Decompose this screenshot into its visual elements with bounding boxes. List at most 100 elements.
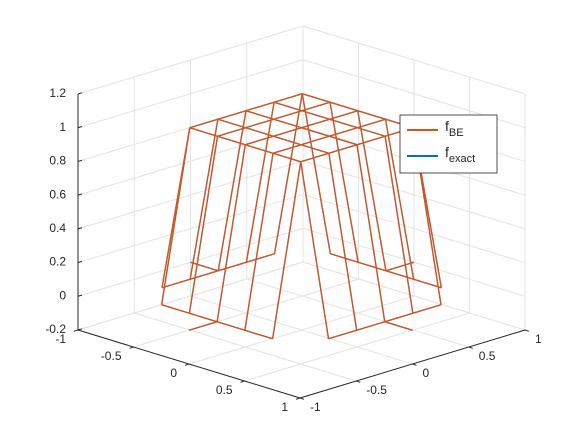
mesh-edge — [384, 312, 414, 323]
mesh-edge — [273, 110, 303, 120]
mesh-edge — [329, 118, 358, 129]
z-tick — [77, 227, 83, 230]
mesh-edge — [217, 118, 246, 129]
mesh-edge — [217, 135, 246, 146]
x-tick-label: 0 — [170, 366, 177, 380]
mesh-edge — [357, 118, 386, 129]
z-tick — [77, 294, 83, 297]
mesh-edge — [273, 135, 302, 146]
mesh-edge — [245, 101, 275, 112]
mesh-edge — [216, 321, 246, 331]
mesh-edge — [246, 253, 275, 263]
grid-line — [302, 160, 526, 230]
mesh-edge — [384, 321, 413, 331]
mesh-edge — [329, 110, 358, 120]
mesh-edge — [188, 136, 219, 314]
grid-line — [77, 59, 304, 129]
mesh-edge — [217, 110, 247, 120]
mesh-edge — [244, 329, 273, 340]
mesh-edge — [300, 135, 330, 146]
grid-line — [302, 261, 526, 331]
mesh-edge — [328, 144, 358, 154]
mesh-edge — [189, 119, 219, 280]
legend: fBE fexact — [399, 114, 498, 174]
mesh-edge — [273, 93, 303, 103]
mesh-edge — [412, 304, 442, 314]
mesh-edge — [273, 101, 303, 112]
mesh-edge — [216, 144, 246, 322]
grid-line — [77, 194, 304, 264]
z-tick-label: 1.2 — [49, 86, 66, 100]
x-tick — [73, 329, 79, 332]
grid-line — [77, 25, 304, 95]
z-tick-label: -0.2 — [45, 322, 66, 336]
mesh-edge — [357, 110, 387, 271]
mesh-edge — [328, 153, 358, 331]
z-tick — [77, 193, 83, 196]
mesh-edge — [245, 118, 274, 129]
x-tick — [184, 363, 190, 366]
mesh-edge — [271, 161, 302, 339]
mesh-edge — [161, 304, 190, 314]
grid-line — [190, 295, 413, 365]
mesh-edge — [357, 110, 386, 120]
mesh-edge — [245, 144, 274, 154]
mesh-edge — [244, 153, 274, 331]
legend-box — [399, 114, 498, 174]
mesh-edge — [300, 161, 330, 339]
grid-line — [302, 194, 526, 264]
mesh-edge — [273, 127, 302, 137]
mesh-edge — [161, 278, 191, 289]
mesh-edge — [300, 144, 330, 154]
mesh-edge — [301, 110, 330, 120]
mesh-edge — [357, 261, 387, 272]
z-tick-label: 0.4 — [49, 221, 66, 235]
z-tick-label: 0.6 — [49, 187, 66, 201]
x-tick — [240, 380, 245, 383]
mesh-edge — [189, 312, 218, 323]
y-tick-label: -1 — [310, 400, 321, 414]
mesh-edge — [245, 110, 274, 120]
mesh-edge — [301, 118, 330, 129]
mesh-edge — [245, 102, 275, 263]
mesh-edge — [217, 127, 246, 137]
mesh-edge — [217, 110, 247, 271]
y-tick — [299, 397, 305, 400]
z-tick — [77, 92, 83, 95]
x-tick-label: 0.5 — [216, 383, 233, 397]
mesh-edge — [272, 144, 302, 154]
mesh-edge — [356, 321, 385, 331]
mesh-edge — [356, 135, 386, 146]
mesh-edge — [330, 253, 359, 263]
mesh-edge — [190, 261, 219, 272]
z-tick-label: 1 — [59, 120, 66, 134]
mesh-edge — [189, 118, 219, 129]
y-tick-label: 1 — [535, 332, 542, 346]
mesh-edge — [384, 136, 414, 314]
mesh-edge — [329, 101, 358, 112]
mesh-edge — [245, 135, 274, 146]
grid-line — [302, 25, 526, 95]
y-tick-label: 0 — [423, 366, 430, 380]
legend-label: fBE — [445, 118, 464, 139]
x-tick — [295, 397, 301, 400]
mesh-edge — [357, 127, 386, 137]
mesh-edge — [384, 119, 415, 280]
mesh-edge — [245, 127, 274, 137]
mesh-edge — [300, 152, 330, 163]
y-tick — [356, 380, 361, 383]
mesh-edge — [329, 102, 359, 263]
y-tick-label: -0.5 — [366, 383, 387, 397]
mesh-edge — [273, 118, 302, 129]
mesh-edge — [301, 127, 330, 137]
z-tick — [77, 126, 83, 129]
grid-line — [134, 312, 357, 382]
y-tick — [524, 329, 530, 332]
z-tick — [77, 159, 83, 162]
mesh-edge — [273, 93, 303, 254]
mesh-edge — [385, 270, 414, 280]
mesh-edge — [329, 135, 358, 146]
mesh-edge — [160, 127, 191, 305]
z-tick — [77, 260, 83, 264]
